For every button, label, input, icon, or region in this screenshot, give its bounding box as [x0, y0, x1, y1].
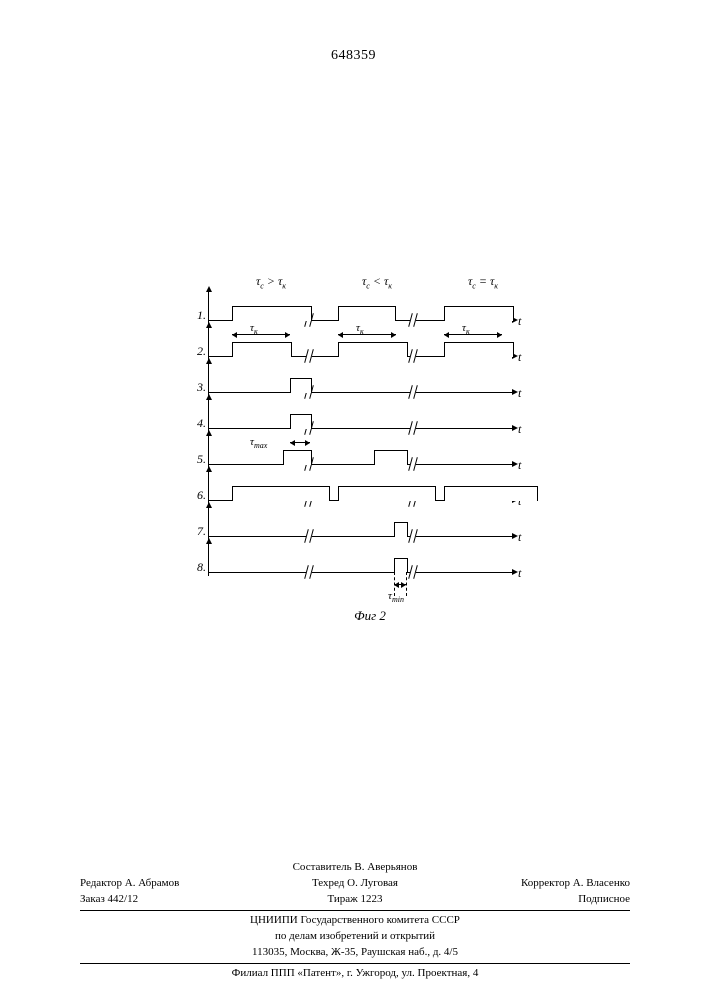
pulse [444, 306, 514, 321]
timing-row: 7.t [190, 506, 550, 542]
pulse [338, 486, 436, 501]
rule [80, 910, 630, 911]
extension-line [406, 572, 407, 596]
axis-segment [416, 572, 514, 573]
timing-row: 1.tτкτкτк [190, 290, 550, 326]
column-condition-label: τc > τк [256, 274, 286, 290]
axis-segment [416, 428, 514, 429]
col-l1-left [80, 860, 262, 876]
t-label: t [518, 566, 521, 581]
pulse [232, 306, 312, 321]
pulse [444, 342, 514, 357]
col-l2-right: Корректор А. Власенко [449, 876, 631, 892]
figure-caption: Фиг 2 [190, 608, 550, 624]
colophon: Составитель В. Аверьянов Редактор А. Абр… [80, 860, 630, 982]
col-l2-left: Редактор А. Абрамов [80, 876, 262, 892]
colophon-line-5: по делам изобретений и открытий [80, 929, 630, 945]
row-number: 4. [190, 416, 206, 431]
timing-row: 5.t [190, 434, 550, 470]
pulse [232, 342, 292, 357]
timing-row: 3.t [190, 362, 550, 398]
column-condition-label: τc < τк [362, 274, 392, 290]
timing-row: 4.tτmax [190, 398, 550, 434]
pulse [290, 378, 312, 393]
row-number: 7. [190, 524, 206, 539]
extension-line [394, 572, 395, 596]
axis-segment [416, 464, 514, 465]
column-condition-label: τc = τк [468, 274, 498, 290]
pulse [444, 486, 538, 501]
pulse [374, 450, 408, 465]
row-number: 2. [190, 344, 206, 359]
axis-segment [416, 536, 514, 537]
axis-segment [208, 572, 306, 573]
colophon-line-7: Филиал ППП «Патент», г. Ужгород, ул. Про… [80, 966, 630, 982]
colophon-line-4: ЦНИИПИ Государственного комитета СССР [80, 913, 630, 929]
figure-2: τc > τкτc < τкτc = τк1.tτкτкτк2.t3.t4.tτ… [190, 290, 550, 625]
axis-segment [416, 392, 514, 393]
timing-row: 6.t [190, 470, 550, 506]
colophon-line-2: Редактор А. Абрамов Техред О. Луговая Ко… [80, 876, 630, 892]
row-number: 3. [190, 380, 206, 395]
colophon-line-3: Заказ 442/12 Тираж 1223 Подписное [80, 892, 630, 908]
tau-min-dimension [394, 584, 406, 585]
axis-segment [208, 536, 306, 537]
pulse [338, 342, 408, 357]
col-l3-left: Заказ 442/12 [80, 892, 262, 908]
pulse [338, 306, 396, 321]
pulse [283, 450, 312, 465]
col-l3-center: Тираж 1223 [262, 892, 449, 908]
timing-row: 2.t [190, 326, 550, 362]
pulse [394, 522, 408, 537]
document-number: 648359 [0, 48, 707, 64]
row-number: 1. [190, 308, 206, 323]
pulse [394, 558, 408, 573]
col-l1-center: Составитель В. Аверьянов [262, 860, 449, 876]
colophon-line-6: 113035, Москва, Ж-35, Раушская наб., д. … [80, 945, 630, 961]
col-l1-right [449, 860, 631, 876]
pulse [232, 486, 330, 501]
pulse [290, 414, 312, 429]
row-number: 5. [190, 452, 206, 467]
tau-min-label: τmin [388, 590, 404, 604]
colophon-line-1: Составитель В. Аверьянов [80, 860, 630, 876]
row-number: 6. [190, 488, 206, 503]
axis-segment [312, 392, 410, 393]
col-l2-center: Техред О. Луговая [262, 876, 449, 892]
col-l3-right: Подписное [449, 892, 631, 908]
timing-row: 8.tτmin [190, 542, 550, 578]
axis-segment [312, 428, 410, 429]
rule [80, 963, 630, 964]
row-number: 8. [190, 560, 206, 575]
